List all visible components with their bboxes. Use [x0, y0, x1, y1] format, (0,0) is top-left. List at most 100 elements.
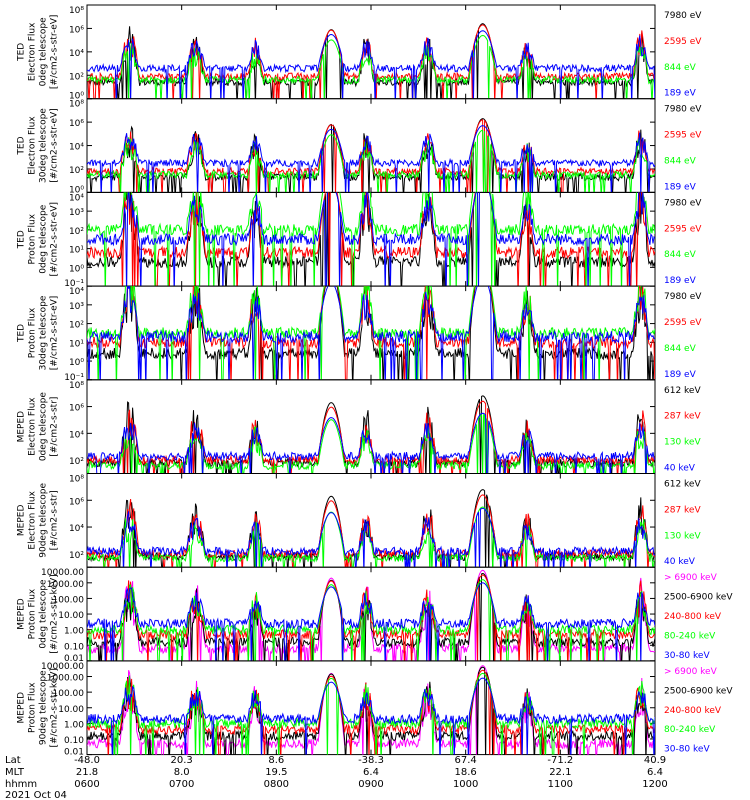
y-tick-label: 10⁶ — [69, 404, 84, 414]
x-mlt-label: 22.1 — [549, 767, 571, 778]
y-axis-label-line: TED — [17, 230, 27, 249]
x-hhmm-label: 1200 — [642, 779, 667, 790]
x-hhmm-label: 0900 — [358, 779, 383, 790]
series-line — [87, 400, 655, 474]
y-tick-label: 0.01 — [64, 654, 84, 664]
legend-entry: 287 keV — [664, 412, 701, 422]
x-row-label-mlt: MLT — [5, 767, 25, 778]
y-tick-label: 0.10 — [64, 642, 84, 652]
y-tick-label: 10⁻¹ — [64, 279, 84, 289]
y-axis-label-line: [#/cm2-s-str-eV] — [50, 15, 60, 90]
y-tick-label: 10⁻¹ — [64, 373, 84, 383]
series-line — [87, 192, 655, 287]
y-axis-label-line: 30deg telescope — [39, 295, 49, 370]
legend-entry: 612 keV — [664, 386, 701, 396]
series-line — [87, 677, 655, 755]
x-mlt-label: 21.8 — [76, 767, 98, 778]
y-tick-label: 0.10 — [64, 736, 84, 746]
y-tick-label: 10⁴ — [69, 143, 84, 153]
legend-entry: 7980 eV — [664, 198, 702, 208]
y-axis-label-line: Proton Flux — [28, 682, 38, 733]
x-row-label-hhmm: hhmm — [5, 779, 37, 790]
x-lat-label: -48.0 — [74, 755, 100, 766]
y-tick-label: 100.00 — [53, 689, 85, 699]
series-line — [87, 582, 655, 661]
x-mlt-label: 8.0 — [174, 767, 190, 778]
series-line — [87, 413, 655, 474]
legend-entry: 844 eV — [664, 250, 697, 260]
series-line — [87, 119, 655, 193]
y-axis-label-line: Proton Flux — [28, 588, 38, 639]
y-tick-label: 10⁴ — [69, 49, 84, 59]
y-tick-label: 10² — [69, 321, 84, 331]
y-tick-label: 10⁴ — [69, 430, 84, 440]
y-tick-label: 10000.00 — [41, 662, 84, 672]
series-line — [87, 286, 655, 380]
x-hhmm-label: 1100 — [548, 779, 573, 790]
y-axis-label-line: 0deg telescope — [39, 17, 49, 87]
x-hhmm-label: 0700 — [169, 779, 194, 790]
legend-entry: 189 eV — [664, 89, 697, 99]
x-row-label-lat: Lat — [5, 755, 21, 766]
y-tick-label: 10³ — [69, 208, 84, 218]
y-tick-label: 1000.00 — [47, 674, 84, 684]
legend-entry: 189 eV — [664, 182, 697, 192]
y-axis-label-line: 90deg telescope — [39, 483, 49, 558]
legend-entry: 189 eV — [664, 276, 697, 286]
y-tick-label: 100.00 — [53, 595, 85, 605]
y-tick-label: 10.00 — [58, 705, 84, 715]
legend-entry: 80-240 keV — [664, 631, 716, 641]
panel-1: 10⁰ 10² 10⁴ 10⁶ 10⁸ TED Electron Flux 0deg tele… — [17, 4, 702, 102]
y-tick-label: 1.00 — [64, 627, 84, 637]
panel-8: 0.01 0.10 1.00 10.00 100.00 1000.00 10000.00 ME… — [17, 660, 733, 758]
y-tick-label: 10⁰ — [69, 264, 84, 274]
y-axis-label-line: MEPED — [17, 598, 27, 630]
y-axis-label-line: Proton Flux — [28, 307, 38, 358]
panel-6: 10² 10⁴ 10⁶ 10⁸ MEPED Electron Flux 90deg tele… — [17, 473, 701, 568]
y-axis-label-line: [#/cm2-s-str-keV] — [50, 574, 60, 653]
panel-5: 10² 10⁴ 10⁶ 10⁸ MEPED Electron Flux 0deg teles… — [17, 379, 701, 474]
y-tick-label: 10² — [69, 551, 84, 561]
series-group — [87, 118, 655, 193]
y-tick-label: 10⁸ — [69, 100, 84, 110]
series-group — [87, 665, 655, 755]
y-axis-label-line: Electron Flux — [28, 397, 38, 456]
series-group — [87, 286, 655, 380]
y-axis-label-line: [#/cm2-s-str-eV] — [50, 296, 60, 371]
legend-entry: 2595 eV — [664, 318, 702, 328]
y-axis-label-line: MEPED — [17, 411, 27, 443]
legend-entry: 30-80 keV — [664, 651, 710, 661]
y-axis-label-line: Electron Flux — [28, 116, 38, 175]
x-lat-label: 67.4 — [455, 755, 477, 766]
series-group — [87, 395, 655, 474]
y-tick-label: 1000.00 — [47, 580, 84, 590]
legend-entry: 2500-6900 keV — [664, 593, 733, 603]
y-tick-label: 10⁶ — [69, 25, 84, 35]
series-line — [87, 192, 655, 287]
series-group — [87, 23, 655, 99]
legend-entry: 40 keV — [664, 557, 696, 567]
y-tick-label: 10² — [69, 72, 84, 82]
y-tick-label: 10⁶ — [69, 497, 84, 507]
y-tick-label: 10.00 — [58, 611, 84, 621]
y-axis-label-line: 0deg telescope — [39, 204, 49, 274]
series-line — [87, 192, 655, 287]
y-axis-label-line: 30deg telescope — [39, 108, 49, 183]
legend-entry: 2595 eV — [664, 224, 702, 234]
y-tick-label: 10¹ — [69, 339, 84, 349]
y-tick-label: 10² — [69, 166, 84, 176]
y-tick-label: 10⁰ — [69, 92, 84, 102]
y-tick-label: 10² — [69, 457, 84, 467]
legend-entry: 844 eV — [664, 157, 697, 167]
panels-group: 10⁰ 10² 10⁴ 10⁶ 10⁸ TED Electron Flux 0deg tele… — [17, 4, 733, 758]
series-group — [87, 489, 655, 568]
y-tick-label: 10² — [69, 227, 84, 237]
legend-entry: 40 keV — [664, 464, 696, 474]
legend-entry: > 6900 keV — [664, 667, 718, 677]
legend-entry: 2595 eV — [664, 131, 702, 141]
series-line — [87, 489, 655, 568]
legend-entry: 7980 eV — [664, 11, 702, 21]
y-tick-label: 10⁰ — [69, 185, 84, 195]
y-axis-label-line: Electron Flux — [28, 490, 38, 549]
